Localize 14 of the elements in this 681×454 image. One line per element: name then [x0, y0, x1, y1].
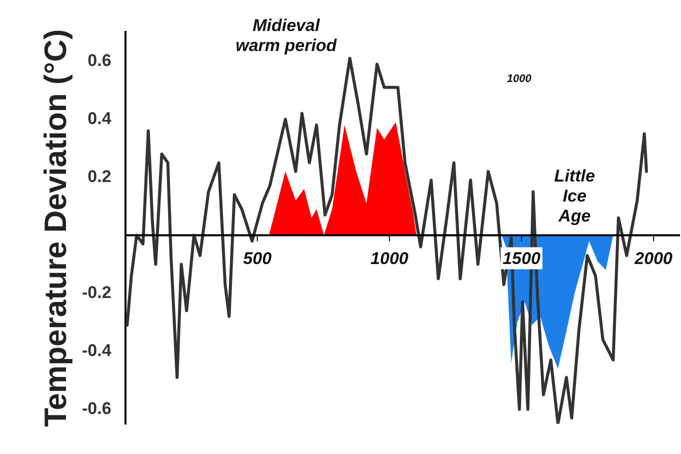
annotation: Midieval warm period: [236, 16, 338, 55]
annotation: 1000: [506, 73, 532, 86]
y-tick-label: -0.2: [82, 282, 112, 302]
annotation: Little Ice Age: [554, 166, 595, 226]
y-tick-label: -0.4: [82, 340, 112, 360]
y-axis-title: Temperature Deviation (°C): [38, 29, 73, 427]
y-tick-label: -0.6: [82, 398, 112, 418]
x-tick-label: 2000: [634, 248, 674, 268]
x-tick-label: 1500: [502, 248, 541, 268]
x-tick-label: 500: [243, 248, 272, 268]
y-tick-label: 0.4: [88, 108, 112, 128]
y-tick-label: 0.2: [88, 166, 112, 186]
y-tick-label: 0.6: [88, 50, 112, 70]
x-tick-label: 1000: [370, 248, 409, 268]
